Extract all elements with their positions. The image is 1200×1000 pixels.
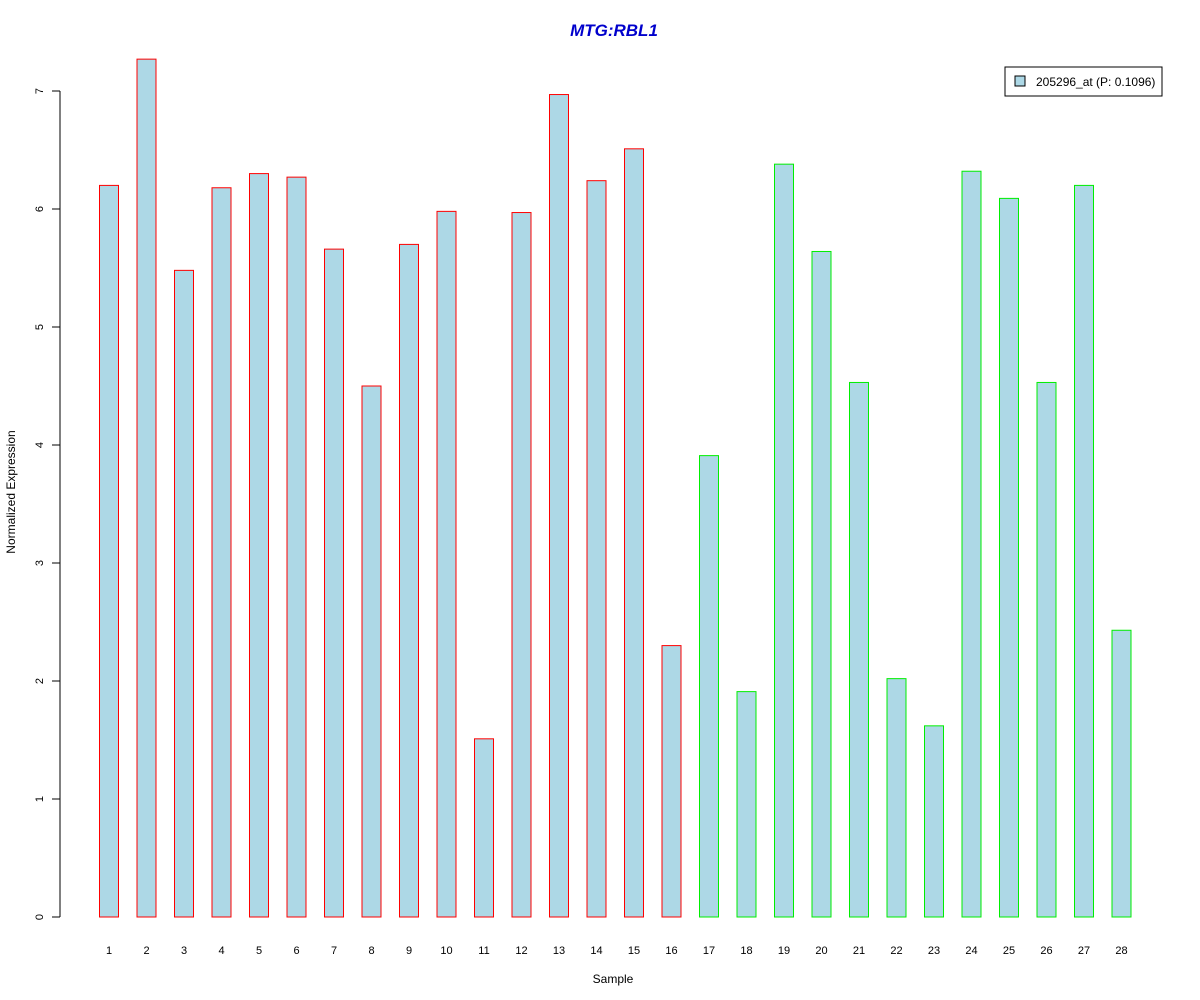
x-tick-label: 18 [740,945,752,957]
y-tick-label: 1 [34,796,46,802]
y-tick-label: 2 [34,678,46,684]
legend-swatch [1014,75,1026,87]
bar-sample-4 [211,187,232,918]
bar-sample-13 [549,94,569,918]
x-tick-label: 14 [590,945,602,957]
x-tick-label: 1 [106,945,112,957]
x-tick-label: 19 [778,945,790,957]
y-tick-label: 4 [34,442,46,448]
legend-label: 205296_at (P: 0.1096) [1036,75,1155,89]
x-tick-label: 10 [440,945,452,957]
x-tick-label: 9 [406,945,412,957]
x-tick-label: 3 [181,945,187,957]
bar-sample-17 [699,455,719,918]
y-tick-label: 3 [34,560,46,566]
y-axis: 0 1 2 3 4 5 6 7 [34,88,61,920]
x-tick-label: 25 [1003,945,1015,957]
x-tick-label: 13 [553,945,565,957]
x-tick-label: 17 [703,945,715,957]
bar-sample-22 [886,678,907,918]
bar-sample-11 [474,738,494,918]
x-tick-label: 12 [515,945,527,957]
bar-sample-12 [511,212,532,918]
y-axis-label: Normalized Expression [4,430,18,553]
bar-sample-26 [1036,381,1057,918]
x-tick-label: 11 [478,945,489,957]
bar-sample-18 [736,691,757,918]
x-tick-label: 20 [815,945,827,957]
x-tick-label: 22 [890,945,902,957]
x-tick-label: 8 [368,945,374,957]
bar-sample-16 [661,645,682,918]
bar-sample-24 [961,170,982,918]
bar-sample-2 [136,58,157,918]
bar-sample-9 [399,243,419,918]
bar-sample-21 [849,381,869,918]
bar-sample-3 [174,269,194,918]
bar-sample-20 [811,250,832,918]
x-tick-label: 28 [1115,945,1127,957]
bar-sample-1 [99,184,119,918]
x-tick-label: 2 [143,945,149,957]
legend-box [1004,66,1163,97]
bar-sample-10 [436,210,457,918]
bar-sample-15 [624,148,644,918]
x-axis-label: Sample [593,972,634,986]
y-tick-label: 0 [34,914,46,920]
x-tick-label: 5 [256,945,262,957]
x-tick-label: 24 [965,945,977,957]
bar-sample-6 [286,176,307,918]
x-tick-label: 21 [853,945,865,957]
bar-sample-28 [1111,629,1132,918]
y-tick-label: 7 [34,88,46,94]
x-tick-label: 27 [1078,945,1090,957]
bar-sample-23 [924,725,944,918]
x-tick-label: 15 [628,945,640,957]
x-tick-labels: 1 2 3 4 5 6 7 8 9 10 11 12 13 14 15 16 17 18 19 20 21 22 23 24 2… [106,945,1128,957]
x-tick-label: 6 [293,945,299,957]
bar-sample-27 [1074,184,1094,918]
x-tick-label: 26 [1040,945,1052,957]
y-tick-label: 5 [34,324,46,330]
x-tick-label: 16 [665,945,677,957]
x-tick-label: 23 [928,945,940,957]
bar-sample-19 [774,163,794,918]
chart-title: MTG:RBL1 [570,21,658,40]
bar-sample-5 [249,173,269,918]
bar-sample-25 [999,197,1019,918]
x-tick-label: 4 [218,945,224,957]
bar-sample-14 [586,180,607,918]
bars-group [99,58,1132,918]
bar-sample-7 [324,248,344,918]
bar-sample-8 [361,385,382,918]
x-tick-label: 7 [331,945,337,957]
legend: 205296_at (P: 0.1096) [1004,66,1163,97]
y-tick-label: 6 [34,206,46,212]
